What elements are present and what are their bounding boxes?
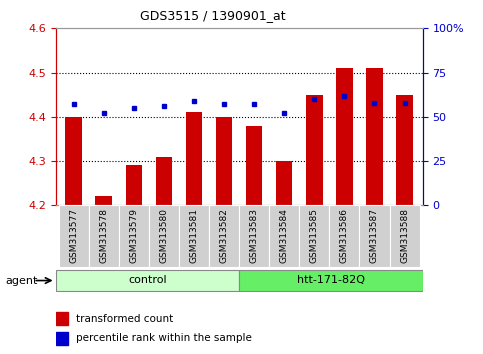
Text: GDS3515 / 1390901_at: GDS3515 / 1390901_at (140, 9, 285, 22)
Text: GSM313585: GSM313585 (310, 209, 319, 263)
Bar (306, 95, 323, 205)
Bar (56, 270, 239, 291)
Bar (396, 95, 413, 205)
Bar (185, 112, 202, 205)
Bar (389, 205, 420, 267)
Text: GSM313578: GSM313578 (99, 209, 108, 263)
Text: GSM313584: GSM313584 (280, 209, 289, 263)
Bar (156, 157, 172, 205)
Bar (276, 161, 293, 205)
Text: transformed count: transformed count (76, 314, 173, 324)
Bar (56, 332, 69, 345)
Bar (58, 205, 89, 267)
Text: percentile rank within the sample: percentile rank within the sample (76, 333, 252, 343)
Bar (216, 117, 232, 205)
Bar (269, 205, 299, 267)
Text: GSM313586: GSM313586 (340, 209, 349, 263)
Text: GSM313582: GSM313582 (220, 209, 228, 263)
Bar (336, 68, 353, 205)
Bar (209, 205, 239, 267)
Bar (89, 205, 119, 267)
Bar (359, 205, 389, 267)
Text: GSM313580: GSM313580 (159, 209, 169, 263)
Text: GSM313588: GSM313588 (400, 209, 409, 263)
Text: GSM313587: GSM313587 (370, 209, 379, 263)
Text: GSM313577: GSM313577 (69, 209, 78, 263)
Bar (299, 205, 329, 267)
Bar (149, 205, 179, 267)
Text: control: control (128, 275, 167, 285)
Bar (179, 205, 209, 267)
Text: htt-171-82Q: htt-171-82Q (297, 275, 365, 285)
Bar (239, 205, 269, 267)
Bar (65, 117, 82, 205)
Bar (239, 270, 423, 291)
Text: GSM313583: GSM313583 (250, 209, 258, 263)
Bar (246, 126, 262, 205)
Bar (96, 196, 112, 205)
Text: agent: agent (6, 275, 38, 286)
Text: GSM313579: GSM313579 (129, 209, 138, 263)
Bar (126, 165, 142, 205)
Bar (56, 313, 69, 325)
Bar (366, 68, 383, 205)
Bar (329, 205, 359, 267)
Bar (119, 205, 149, 267)
Text: GSM313581: GSM313581 (189, 209, 199, 263)
